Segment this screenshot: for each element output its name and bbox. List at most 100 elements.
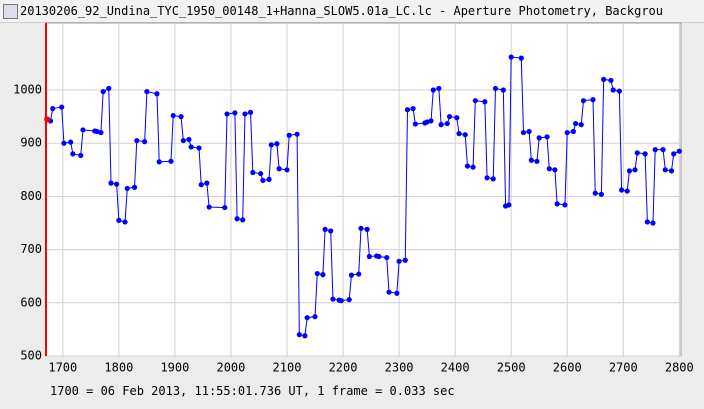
data-point (328, 228, 334, 234)
y-tick-label: 900 (20, 136, 42, 150)
data-point (322, 226, 328, 232)
data-point (80, 127, 86, 133)
data-point (608, 77, 614, 84)
data-point (642, 151, 648, 157)
data-point (404, 107, 411, 113)
data-point (106, 85, 112, 92)
data-point (196, 145, 202, 151)
data-point (386, 289, 392, 295)
data-point (274, 141, 280, 147)
data-point (144, 89, 150, 95)
data-point (266, 176, 272, 182)
frame-cursor-point (44, 116, 51, 123)
data-point (180, 137, 186, 144)
data-point (428, 118, 434, 124)
data-point (154, 91, 160, 97)
data-point (358, 225, 364, 231)
x-tick-label: 1800 (104, 361, 133, 375)
data-point (70, 151, 76, 157)
data-point (446, 114, 453, 120)
data-point (412, 121, 418, 127)
y-tick-label: 600 (20, 295, 42, 309)
data-point (518, 55, 524, 61)
data-point (204, 180, 210, 186)
data-point (610, 87, 616, 93)
data-point (618, 187, 625, 193)
data-point (247, 109, 254, 115)
data-point (142, 139, 148, 145)
data-point (232, 110, 238, 116)
data-point (410, 106, 416, 112)
data-point (394, 290, 400, 296)
data-point (438, 122, 444, 128)
data-point (676, 148, 682, 154)
data-point (346, 297, 352, 303)
y-tick-label: 800 (20, 189, 42, 203)
y-tick-label: 1000 (13, 83, 42, 97)
data-point (250, 169, 256, 176)
data-point (668, 168, 675, 174)
data-point (198, 182, 204, 188)
data-point (424, 119, 430, 125)
data-point (506, 202, 512, 208)
data-point (652, 147, 658, 153)
data-point (242, 111, 248, 117)
x-tick-label: 2400 (441, 361, 470, 375)
data-point (634, 150, 640, 156)
data-point (61, 140, 67, 146)
data-point (376, 253, 382, 260)
data-point (186, 136, 192, 143)
data-point (168, 158, 174, 164)
x-tick-label: 2700 (609, 361, 638, 375)
data-point (534, 158, 540, 164)
data-point (492, 85, 499, 92)
data-point (268, 142, 274, 148)
data-point (650, 220, 656, 226)
data-point (114, 181, 120, 187)
data-point (222, 204, 228, 211)
data-point (520, 129, 527, 136)
data-point (364, 226, 370, 232)
data-point (626, 168, 633, 174)
data-point (131, 184, 138, 190)
x-tick-label: 1700 (48, 361, 77, 375)
data-point (598, 191, 605, 197)
data-point (116, 217, 122, 223)
x-tick-label: 2000 (216, 361, 245, 375)
data-point (573, 120, 579, 127)
data-point (240, 217, 246, 223)
data-point (284, 167, 290, 173)
data-point (276, 166, 282, 172)
data-point (366, 253, 372, 260)
data-point (592, 190, 598, 196)
data-point (544, 134, 550, 140)
data-point (662, 167, 668, 173)
data-point (570, 128, 576, 135)
x-tick-label: 2300 (385, 361, 414, 375)
y-tick-label: 700 (20, 242, 42, 256)
data-point (170, 112, 176, 119)
data-point (580, 98, 587, 104)
data-point (508, 54, 514, 60)
x-tick-label: 2600 (553, 361, 582, 375)
x-tick-label: 2800 (665, 361, 694, 375)
data-point (100, 89, 106, 95)
data-point (454, 115, 460, 121)
data-point (536, 135, 542, 141)
x-tick-label: 1900 (160, 361, 189, 375)
data-point (456, 131, 462, 137)
data-point (330, 296, 336, 302)
data-point (302, 333, 308, 339)
data-point (436, 85, 442, 92)
data-point (546, 166, 552, 172)
data-point (94, 128, 100, 135)
data-point (564, 129, 570, 136)
data-point (484, 175, 490, 181)
data-point (624, 188, 630, 194)
data-point (320, 272, 326, 278)
data-point (444, 120, 450, 127)
y-tick-label: 500 (20, 349, 42, 363)
data-point (464, 163, 471, 169)
footer-text: 1700 = 06 Feb 2013, 11:55:01.736 UT, 1 f… (50, 384, 455, 398)
